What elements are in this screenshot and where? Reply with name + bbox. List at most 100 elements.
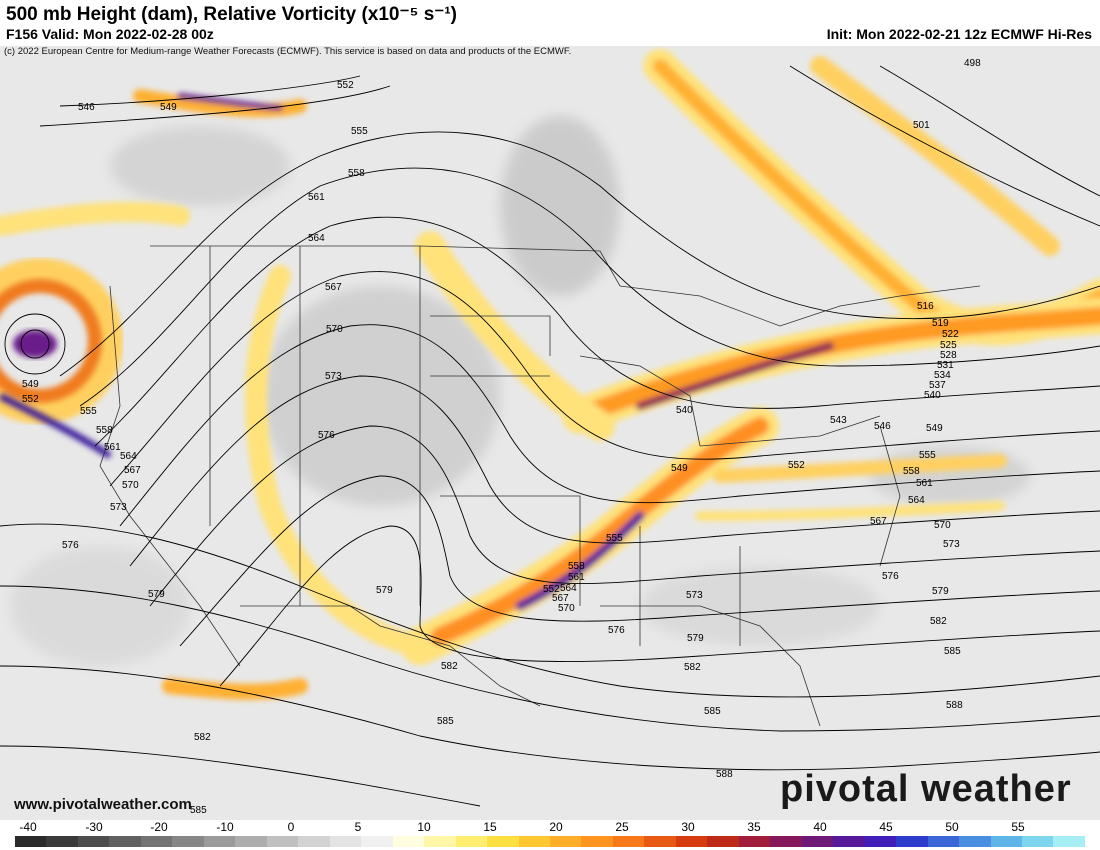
colorbar-swatch (770, 836, 802, 847)
contour-label: 522 (942, 329, 959, 340)
colorbar-tick: 30 (681, 820, 695, 834)
colorbar-swatch (46, 836, 78, 847)
colorbar-swatch (1053, 836, 1085, 847)
colorbar-swatch (15, 836, 47, 847)
colorbar-tick: -10 (216, 820, 234, 834)
colorbar-swatch (738, 836, 771, 847)
colorbar-swatch (392, 836, 425, 847)
colorbar-swatch (298, 836, 330, 847)
colorbar-tick: 25 (615, 820, 629, 834)
contour-label: 573 (110, 502, 127, 513)
colorbar-swatch (707, 836, 739, 847)
contour-label: 567 (870, 516, 887, 527)
colorbar-swatch (990, 836, 1022, 847)
contour-label-layer: 546 549 549 552 555 558 561 564 567 570 … (22, 58, 981, 816)
contour-label: 588 (946, 700, 963, 711)
contour-label: 567 (124, 465, 141, 476)
colorbar-swatch (581, 836, 613, 847)
weather-map: 546 549 549 552 555 558 561 564 567 570 … (0, 46, 1100, 820)
contour-label: 573 (943, 539, 960, 550)
contour-label: 564 (120, 451, 137, 462)
contour-label: 579 (932, 586, 949, 597)
upper-low (0, 258, 123, 459)
colorbar-tick: 5 (354, 820, 362, 834)
map-title: 500 mb Height (dam), Relative Vorticity … (6, 4, 457, 25)
vorticity-bands (0, 49, 1100, 700)
contour-label: 561 (568, 572, 585, 583)
colorbar-swatch (361, 836, 393, 847)
contour-label: 549 (671, 463, 688, 474)
contour-label: 552 (337, 80, 354, 91)
contour-label: 555 (80, 406, 97, 417)
contour-label: 528 (940, 350, 957, 361)
contour-label: 543 (830, 415, 847, 426)
low-center-contour (20, 329, 50, 359)
contour-label: 555 (351, 126, 368, 137)
contour-label: 582 (441, 661, 458, 672)
contour-label: 585 (944, 646, 961, 657)
colorbar-swatch (959, 836, 991, 847)
map-svg: 546 549 549 552 555 558 561 564 567 570 … (0, 46, 1100, 820)
colorbar-tick: 15 (483, 820, 497, 834)
colorbar-tick: 55 (1011, 820, 1025, 834)
contour-label: 546 (874, 421, 891, 432)
contour-label: 555 (606, 533, 623, 544)
contour-label: 516 (917, 301, 934, 312)
contour-label: 582 (684, 662, 701, 673)
contour-label: 525 (940, 340, 957, 351)
contour-label: 585 (437, 716, 454, 727)
contour-label: 552 (788, 460, 805, 471)
colorbar-tick: -30 (85, 820, 103, 834)
contour-label: 546 (78, 102, 95, 113)
contour-label: 570 (122, 480, 139, 491)
contour-label: 582 (930, 616, 947, 627)
contour-label: 579 (376, 585, 393, 596)
height-contours (0, 65, 1100, 807)
colorbar-swatch (518, 836, 550, 847)
colorbar-swatch (801, 836, 834, 847)
contour-label: 549 (926, 423, 943, 434)
valid-time: F156 Valid: Mon 2022-02-28 00z (6, 26, 214, 42)
contour-label: 576 (882, 571, 899, 582)
colorbar-tick: 50 (945, 820, 959, 834)
colorbar-strip (15, 836, 1085, 847)
contour-label: 588 (716, 769, 733, 780)
contour-label: 567 (325, 282, 342, 293)
contour-label: 570 (558, 603, 575, 614)
colorbar-swatch (203, 836, 236, 847)
contour-label: 540 (924, 390, 941, 401)
contour-label: 540 (676, 405, 693, 416)
contour-label: 582 (194, 732, 211, 743)
colorbar-swatch (833, 836, 865, 847)
colorbar-swatch (896, 836, 928, 847)
contour-label: 501 (913, 120, 930, 131)
contour-label: 576 (608, 625, 625, 636)
colorbar-tick: 10 (417, 820, 431, 834)
colorbar-swatch (644, 836, 676, 847)
contour-label: 576 (318, 430, 335, 441)
colorbar-swatch (549, 836, 582, 847)
contour-label: 570 (934, 520, 951, 531)
contour-label: 537 (929, 380, 946, 391)
colorbar-swatch (424, 836, 456, 847)
contour-label: 498 (964, 58, 981, 69)
colorbar-swatch (266, 836, 299, 847)
colorbar-swatch (864, 836, 897, 847)
low-contour-2 (4, 313, 66, 375)
contour-label: 558 (348, 168, 365, 179)
colorbar-swatch (109, 836, 141, 847)
contour-label: 558 (568, 561, 585, 572)
colorbar-tick: -20 (150, 820, 168, 834)
contour-label: 561 (104, 442, 121, 453)
contour-label: 561 (308, 192, 325, 203)
contour-label: 579 (148, 589, 165, 600)
colorbar-swatch (329, 836, 362, 847)
colorbar-tick: 40 (813, 820, 827, 834)
colorbar-tick: 35 (747, 820, 761, 834)
contour-label: 561 (916, 478, 933, 489)
contour-label: 558 (96, 425, 113, 436)
contour-label: 552 (22, 394, 39, 405)
colorbar-tick: 20 (549, 820, 563, 834)
colorbar-swatch (487, 836, 519, 847)
colorbar-swatch (675, 836, 708, 847)
